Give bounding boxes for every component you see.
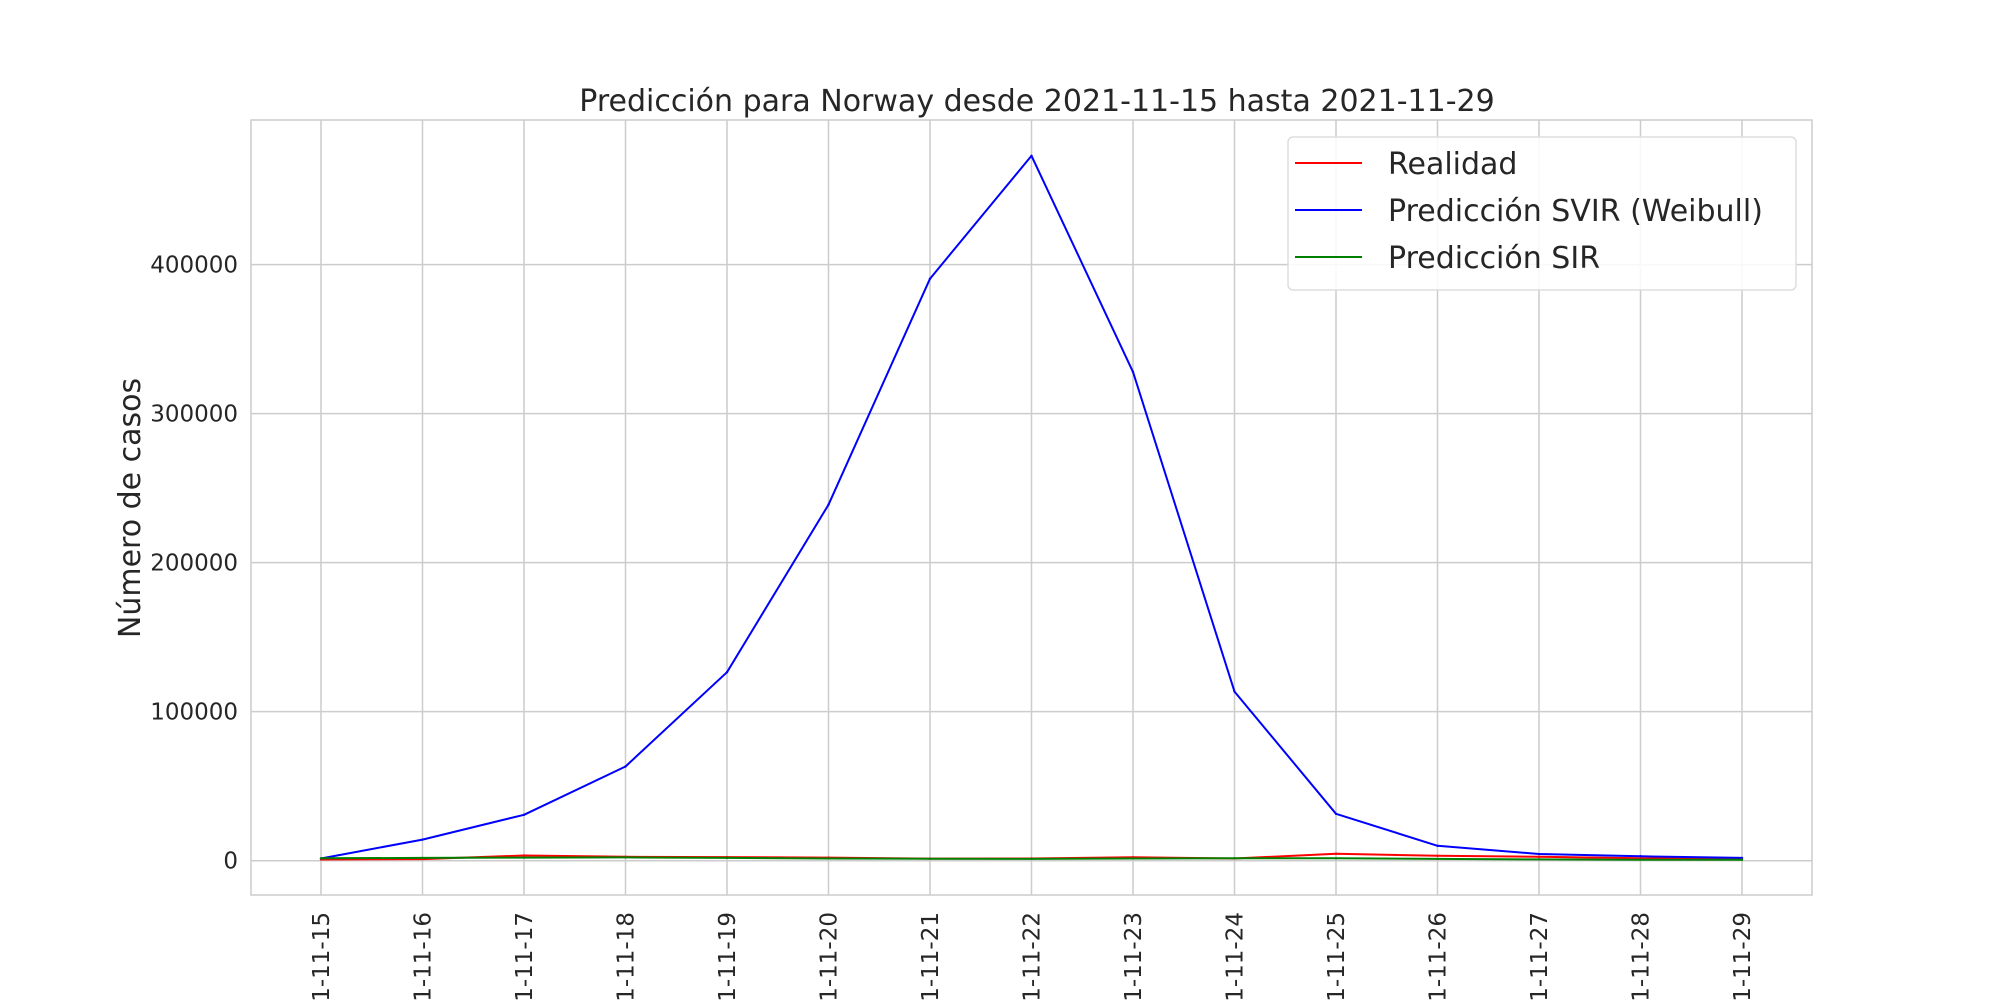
x-tick-label: 2021-11-23 bbox=[1121, 912, 1147, 1000]
data-point bbox=[522, 854, 526, 857]
y-tick-label: 100000 bbox=[150, 700, 238, 726]
x-tick-label: 2021-11-22 bbox=[1020, 912, 1046, 1000]
data-point bbox=[522, 813, 526, 817]
x-tick-label: 2021-11-29 bbox=[1730, 912, 1756, 1000]
legend-entry: Predicción SVIR (Weibull) bbox=[1388, 194, 1763, 229]
data-point bbox=[1740, 856, 1744, 860]
data-point bbox=[1537, 852, 1541, 856]
data-point bbox=[1334, 812, 1338, 815]
x-tick-label: 2021-11-17 bbox=[512, 912, 538, 1000]
y-tick-label: 300000 bbox=[150, 402, 238, 428]
data-point bbox=[1537, 855, 1541, 859]
x-tick-label: 2021-11-16 bbox=[411, 912, 437, 1000]
data-point bbox=[725, 670, 729, 674]
data-point bbox=[1639, 855, 1642, 858]
data-point bbox=[1639, 858, 1642, 861]
data-point bbox=[827, 857, 830, 860]
legend-box bbox=[1287, 136, 1797, 291]
data-point bbox=[928, 857, 932, 860]
y-tick-label: 0 bbox=[223, 849, 238, 875]
data-point bbox=[1436, 854, 1439, 858]
data-point bbox=[1233, 690, 1236, 693]
y-tick-label: 400000 bbox=[150, 253, 238, 279]
data-point bbox=[1537, 858, 1541, 861]
data-point bbox=[624, 856, 627, 859]
data-point bbox=[1334, 852, 1338, 855]
series-lines bbox=[319, 154, 1744, 862]
legend-entry: Realidad bbox=[1388, 147, 1517, 182]
data-point bbox=[928, 277, 932, 280]
data-point bbox=[1740, 858, 1744, 862]
chart-title: Predicción para Norway desde 2021-11-15 … bbox=[579, 84, 1494, 119]
data-point bbox=[827, 503, 830, 506]
x-tick-label: 2021-11-21 bbox=[918, 912, 944, 1000]
x-tick-label: 2021-11-18 bbox=[614, 912, 640, 1000]
x-tick-label: 2021-11-19 bbox=[715, 912, 741, 1000]
x-tick-label: 2021-11-15 bbox=[309, 912, 335, 1000]
data-point bbox=[1030, 857, 1033, 861]
axis-ticks: 0 100000 200000 300000 400000 2021-11-15 2021-… bbox=[150, 253, 1756, 1000]
x-tick-label: 2021-11-26 bbox=[1426, 912, 1452, 1000]
plot-frame bbox=[250, 119, 1813, 896]
y-axis-label: Número de casos bbox=[113, 378, 148, 638]
x-tick-label: 2021-11-27 bbox=[1527, 912, 1553, 1000]
legend-entry: Predicción SIR bbox=[1388, 241, 1600, 276]
data-point bbox=[1030, 154, 1033, 157]
data-point bbox=[421, 838, 424, 841]
grid bbox=[251, 120, 1812, 895]
x-tick-label: 2021-11-28 bbox=[1629, 912, 1655, 1000]
data-point bbox=[624, 765, 627, 768]
data-point bbox=[725, 856, 729, 860]
data-point bbox=[1436, 857, 1439, 861]
data-point bbox=[319, 857, 323, 860]
data-point bbox=[1436, 844, 1439, 848]
data-point bbox=[1131, 857, 1135, 860]
x-tick-label: 2021-11-24 bbox=[1223, 912, 1249, 1000]
data-point bbox=[421, 856, 424, 860]
data-point bbox=[1233, 857, 1236, 860]
x-tick-label: 2021-11-25 bbox=[1324, 912, 1350, 1000]
x-tick-label: 2021-11-20 bbox=[817, 912, 843, 1000]
data-point bbox=[522, 856, 526, 859]
legend: Realidad Predicción SVIR (Weibull) Predicc… bbox=[1287, 136, 1797, 291]
data-point bbox=[1131, 370, 1135, 374]
data-point bbox=[1334, 857, 1338, 860]
y-tick-label: 200000 bbox=[150, 551, 238, 577]
